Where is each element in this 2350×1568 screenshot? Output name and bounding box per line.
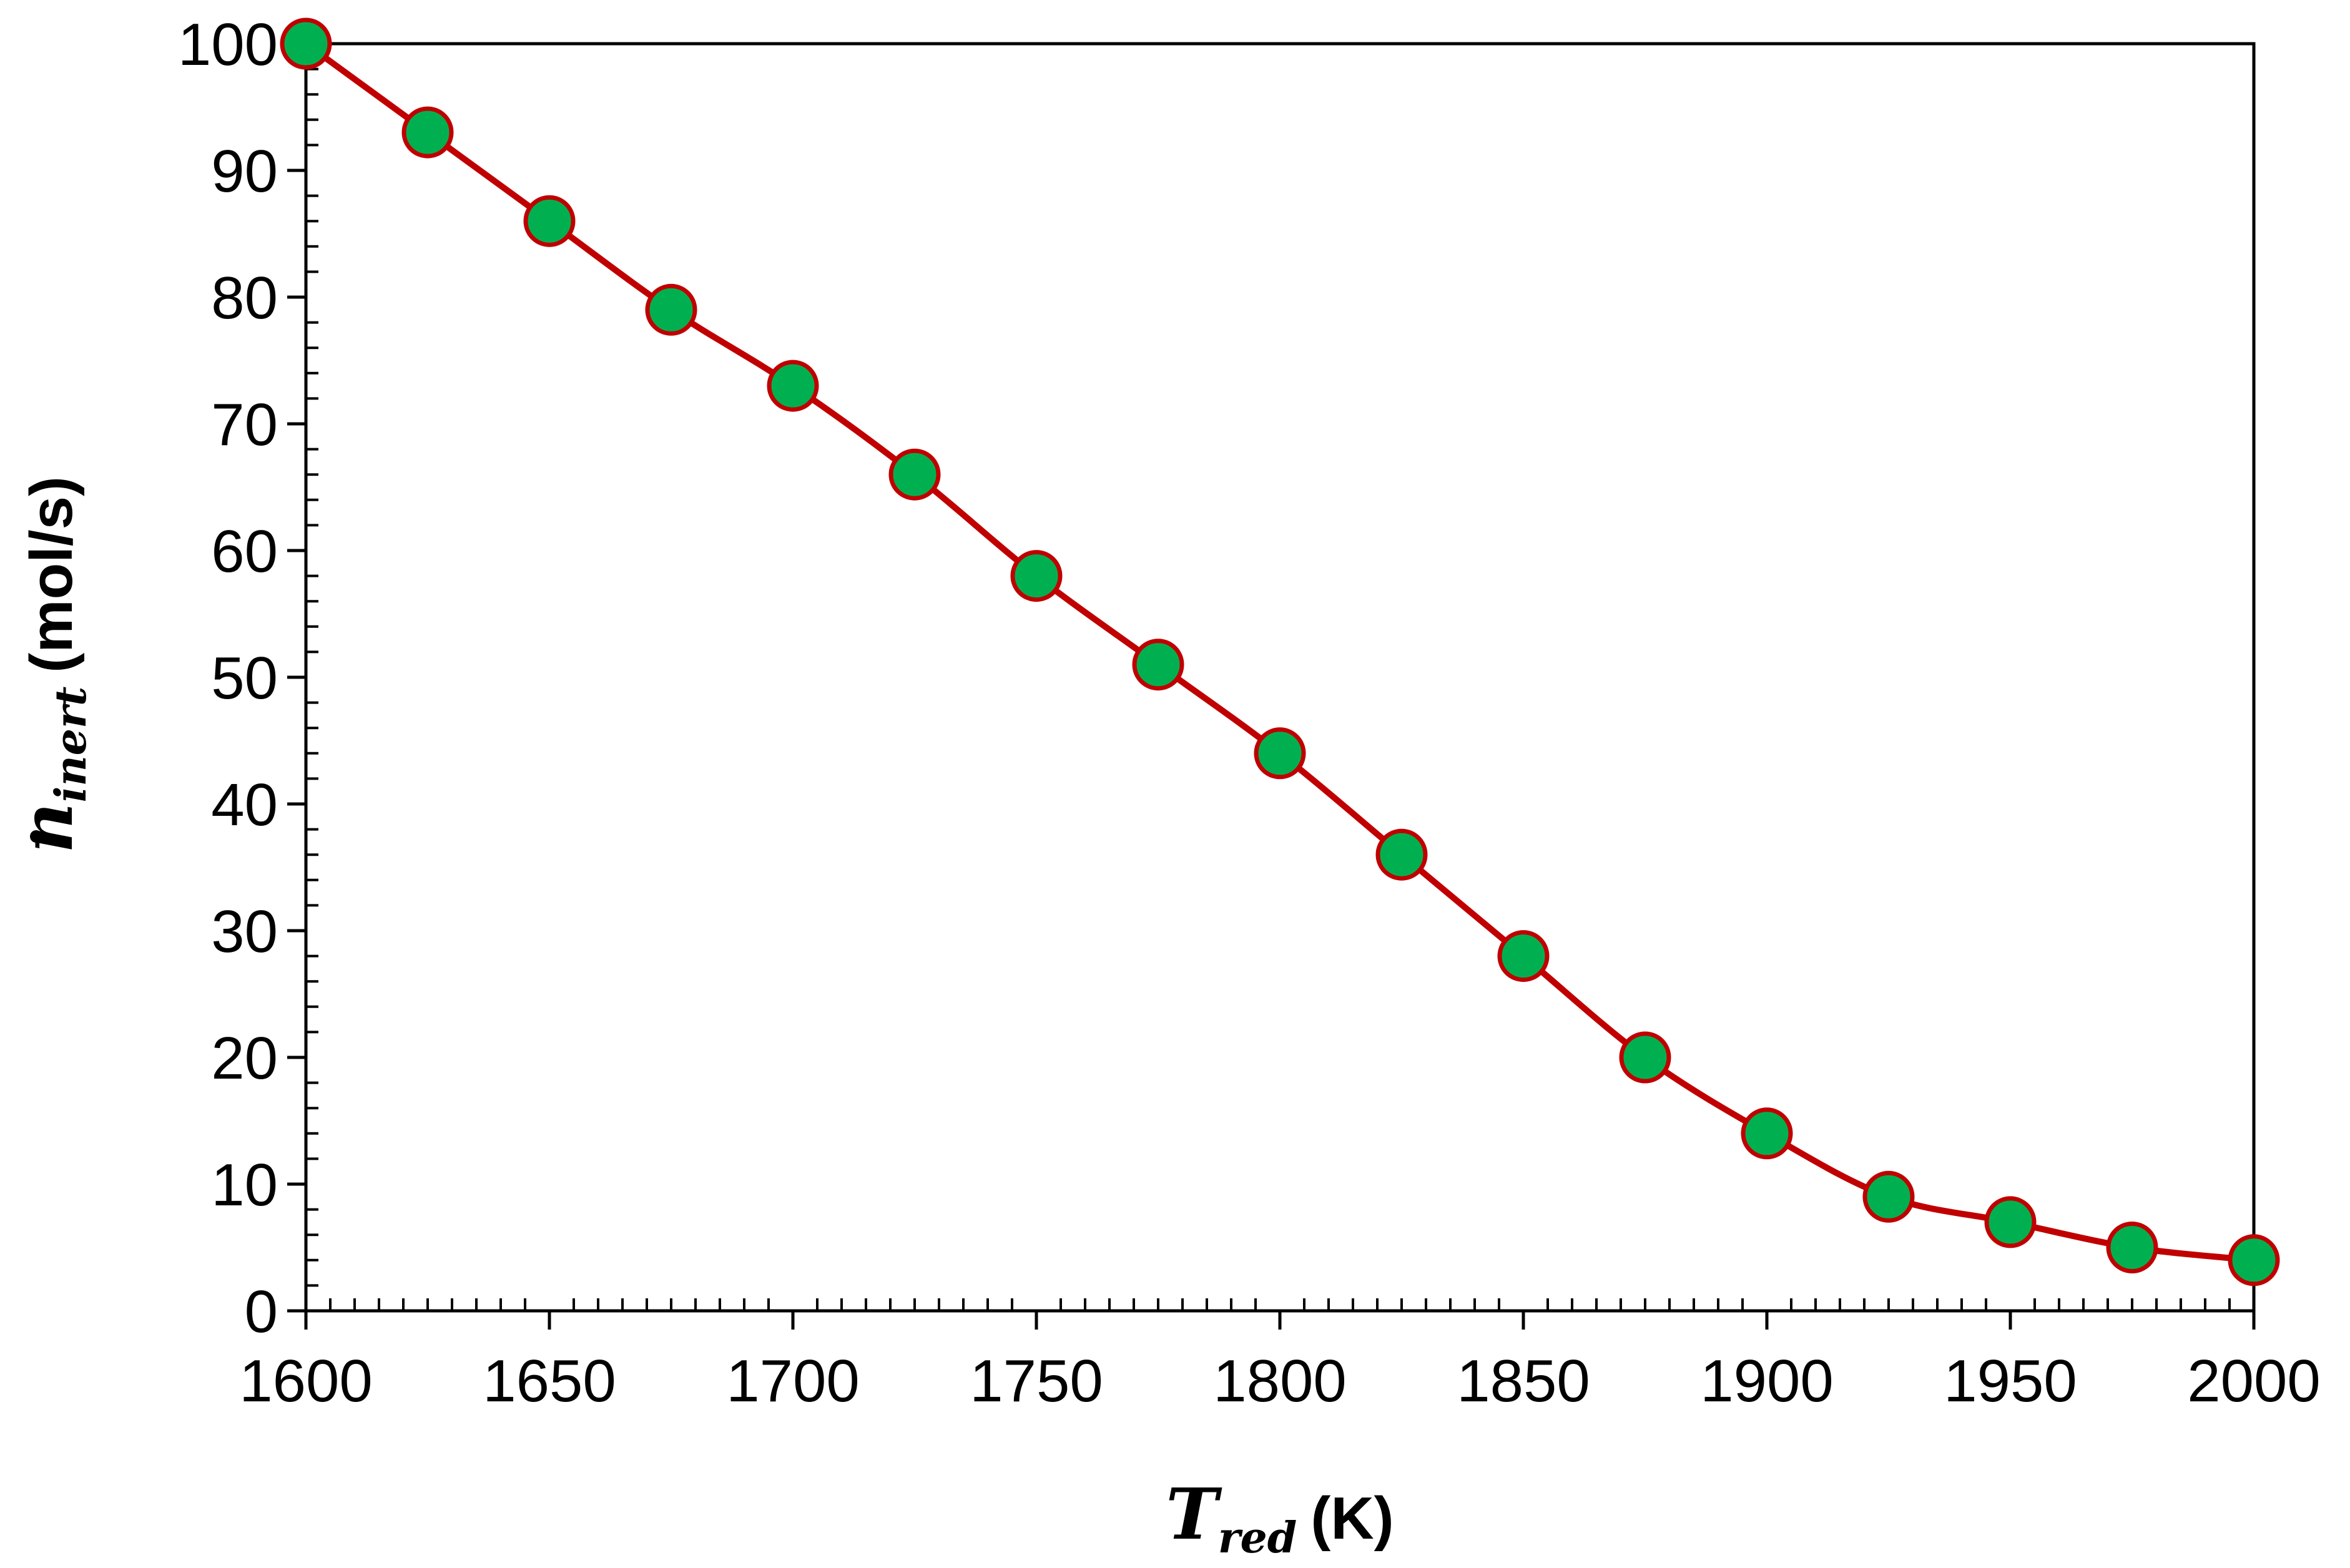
plot-area (304, 42, 2256, 1313)
y-tick-label: 30 (211, 898, 278, 965)
y-tick-label: 100 (178, 11, 278, 78)
tick-labels: 0 10 20 30 40 50 60 70 80 90 100 1600 1650 1700 1750 18… (178, 11, 2321, 1414)
y-axis-symbol: n (7, 803, 89, 853)
data-point (280, 17, 332, 70)
data-point (1497, 930, 1550, 982)
data-point (1375, 828, 1428, 881)
y-tick-label: 80 (211, 265, 278, 331)
x-axis-title: Tred (K) (1166, 1474, 1394, 1563)
data-point (1984, 1196, 2037, 1248)
x-tick-label: 1750 (970, 1348, 1103, 1414)
data-point (1741, 1107, 1793, 1160)
x-tick-label: 1800 (1213, 1348, 1347, 1414)
data-point (767, 360, 819, 412)
y-axis-title-group: ninert (mol/s) (7, 476, 96, 853)
data-markers (280, 17, 2280, 1286)
y-tick-label: 40 (211, 772, 278, 838)
x-tick-label: 1950 (1944, 1348, 2077, 1414)
y-tick-label: 20 (211, 1025, 278, 1092)
data-point (645, 283, 697, 336)
y-tick-label: 10 (211, 1152, 278, 1218)
y-axis-unit: (mol/s) (18, 476, 85, 673)
x-axis-unit: (K) (1310, 1485, 1394, 1552)
y-tick-label: 0 (245, 1278, 278, 1345)
x-tick-label: 1600 (239, 1348, 373, 1414)
x-tick-label: 1650 (483, 1348, 616, 1414)
y-axis-symbol-dot (30, 830, 42, 843)
data-point (1862, 1170, 1915, 1223)
data-point (401, 106, 454, 159)
data-point (1254, 727, 1306, 780)
y-tick-label: 50 (211, 645, 278, 712)
data-point (523, 195, 576, 247)
x-tick-label: 1850 (1457, 1348, 1590, 1414)
x-tick-label: 2000 (2187, 1348, 2321, 1414)
data-point (1619, 1031, 1671, 1084)
x-axis-symbol: T (1166, 1474, 1222, 1556)
data-point (1010, 550, 1063, 602)
minor-ticks (306, 67, 2231, 1311)
x-tick-label: 1900 (1700, 1348, 1834, 1414)
x-tick-label: 1700 (726, 1348, 860, 1414)
data-point (2228, 1234, 2280, 1286)
data-point (1132, 639, 1184, 691)
x-axis-subscript: red (1218, 1513, 1297, 1563)
data-point (888, 448, 941, 501)
y-tick-label: 90 (211, 138, 278, 205)
data-point (2106, 1222, 2158, 1273)
y-tick-label: 60 (211, 518, 278, 585)
y-axis-subscript: inert (46, 687, 96, 803)
y-axis-title: ninert (mol/s) (7, 476, 96, 853)
y-tick-label: 70 (211, 391, 278, 458)
